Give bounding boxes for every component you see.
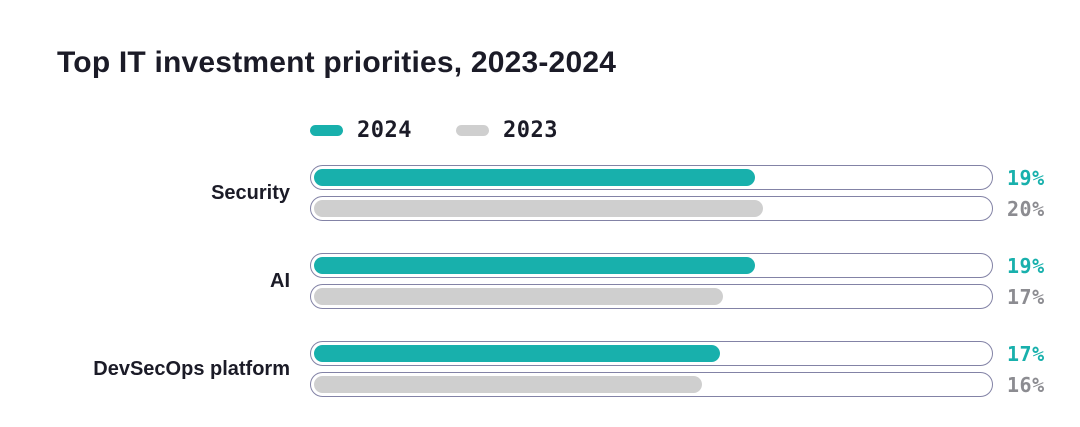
bar-group-ai: AI 19% 17%: [0, 253, 1045, 309]
bar-track-2024: [310, 253, 993, 278]
value-label-2023: 16%: [1007, 372, 1045, 397]
value-labels: 19% 17%: [1007, 253, 1045, 309]
bar-fill-2024: [314, 169, 755, 186]
legend-swatch-2023: [455, 125, 489, 136]
value-label-2023: 17%: [1007, 284, 1045, 309]
bar-pair: [310, 253, 993, 309]
bar-fill-2023: [314, 200, 763, 217]
value-label-2023: 20%: [1007, 196, 1045, 221]
category-label: Security: [211, 181, 290, 204]
bar-track-2023: [310, 372, 993, 397]
bar-group-security: Security 19% 20%: [0, 165, 1045, 221]
bar-fill-2023: [314, 288, 724, 305]
bar-fill-2024: [314, 257, 755, 274]
bar-groups: Security 19% 20% AI: [0, 165, 1045, 397]
chart-title: Top IT investment priorities, 2023-2024: [57, 46, 617, 79]
bar-fill-2023: [314, 376, 703, 393]
category-label: DevSecOps platform: [93, 357, 290, 380]
bar-pair: [310, 341, 993, 397]
bar-track-2024: [310, 341, 993, 366]
bar-group-devsecops: DevSecOps platform 17% 16%: [0, 341, 1045, 397]
value-label-2024: 19%: [1007, 165, 1045, 190]
bar-fill-2024: [314, 345, 720, 362]
bar-track-2023: [310, 284, 993, 309]
bar-track-2023: [310, 196, 993, 221]
legend-label-2023: 2023: [502, 118, 558, 143]
category-label: AI: [270, 269, 290, 292]
value-label-2024: 19%: [1007, 253, 1045, 278]
value-labels: 17% 16%: [1007, 341, 1045, 397]
value-labels: 19% 20%: [1007, 165, 1045, 221]
chart-legend: 2024 2023: [310, 118, 558, 143]
legend-swatch-2024: [310, 125, 343, 136]
bar-track-2024: [310, 165, 993, 190]
legend-item-2024: 2024: [310, 118, 412, 143]
legend-item-2023: 2023: [455, 118, 558, 143]
bar-pair: [310, 165, 993, 221]
legend-label-2024: 2024: [357, 118, 412, 143]
value-label-2024: 17%: [1007, 341, 1045, 366]
